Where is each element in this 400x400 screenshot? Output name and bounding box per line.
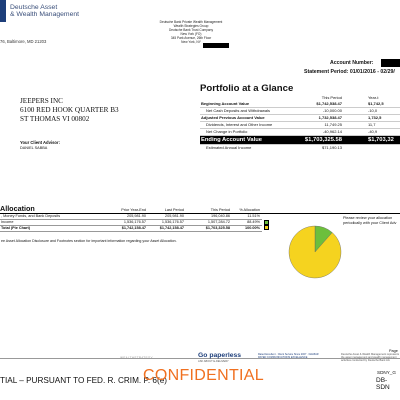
client-address-line-1: 6100 RED HOOK QUARTER B3 — [20, 106, 119, 115]
col-this-period: This Period — [196, 208, 230, 212]
allocation-last: 205,981.90 — [150, 214, 184, 219]
allocation-note: Please review your allocation periodical… — [343, 216, 400, 226]
go-paperless-sub: ASK ABOUT E-DELIVERY — [198, 360, 229, 363]
portfolio-row: Net Change in Portfolio -40,962.14 -40,9 — [200, 129, 400, 136]
logo: Deutsche Asset & Wealth Management — [10, 4, 79, 19]
client-name: JEEPERS INC — [20, 97, 119, 106]
estimated-value: $71,190.13 — [300, 145, 342, 151]
confidential-notice: TIAL – PURSUANT TO FED. R. CRIM. P. 6(e) — [0, 376, 167, 385]
row-value-this: -40,962.14 — [300, 129, 342, 135]
row-label: Net Change in Portfolio — [206, 129, 247, 135]
go-paperless-logo: Go paperless — [198, 352, 241, 359]
confidential-stamp: CONFIDENTIAL — [143, 367, 264, 385]
allocation-this: 1,507,284.72 — [196, 220, 230, 225]
row-value-year: $1,742,5 — [368, 101, 384, 107]
pie-slice-1 — [289, 226, 341, 278]
legend-swatch-income — [264, 225, 269, 230]
portfolio-row: Beginning Account Value $1,742,538.47 $1… — [200, 101, 400, 108]
client-address: JEEPERS INC 6100 RED HOOK QUARTER B3 ST … — [20, 97, 119, 123]
allocation-total-last: $1,742,158.47 — [150, 226, 184, 231]
row-label: Net Cash Deposits and Withdrawals — [206, 108, 270, 114]
bates-prefix-2: DB-SDN — [376, 377, 400, 391]
allocation-last: 1,536,176.57 — [150, 220, 184, 225]
advisor-name: DANIEL SABBA — [20, 146, 47, 150]
row-label: Adjusted Previous Account Value — [201, 115, 265, 121]
row-label: Dividends, Interest and Other Income — [206, 122, 272, 128]
account-number-label: Account Number: — [330, 60, 374, 66]
award-text: Rated Excellent · Client Service Since 2… — [258, 353, 323, 359]
allocation-pie-chart — [287, 224, 343, 280]
ending-label: Ending Account Value — [201, 136, 262, 144]
col-pct-allocation: % Allocation — [234, 208, 260, 212]
row-value-this: 1,732,538.47 — [300, 115, 342, 121]
row-value-this: 11,749.25 — [300, 122, 342, 128]
row-value-year: -40,9 — [368, 129, 377, 135]
row-value-this: -10,000.00 — [300, 108, 342, 114]
footer-disclaimer: Deutsche Asset & Wealth Management repre… — [341, 353, 400, 362]
estimated-income-row: Estimated Annual Income $71,190.13 — [200, 145, 400, 151]
allocation-rule — [0, 213, 400, 214]
logo-line-2: & Wealth Management — [10, 11, 79, 18]
row-label: Beginning Account Value — [201, 101, 249, 107]
allocation-total-row: Total (Pie Chart) $1,742,158.47 $1,742,1… — [0, 226, 262, 232]
portfolio-row: Adjusted Previous Account Value 1,732,53… — [200, 115, 400, 122]
allocation-table: Prior Year-End Last Period This Period %… — [0, 208, 262, 232]
allocation-pct: 11.51% — [234, 214, 260, 219]
col-prior-year-end: Prior Year-End — [112, 208, 146, 212]
allocation-pct: 88.49% — [234, 220, 260, 225]
portfolio-row: Net Cash Deposits and Withdrawals -10,00… — [200, 108, 400, 115]
row-value-year: 11,7 — [368, 122, 376, 128]
footer-gray-text: WEALTHSTRATEGY — [120, 356, 153, 360]
bank-address: 76, Baltimore, MD 21203 — [0, 39, 46, 44]
allocation-label: Income — [1, 220, 13, 225]
redaction-bar — [203, 43, 229, 48]
row-value-this: $1,742,538.47 — [300, 101, 342, 107]
row-value-year: 1,732,5 — [368, 115, 381, 121]
ending-value-this: $1,703,325.58 — [300, 136, 342, 144]
estimated-label: Estimated Annual Income — [206, 145, 251, 151]
client-address-line-2: ST THOMAS VI 00802 — [20, 115, 119, 124]
portfolio-title: Portfolio at a Glance — [200, 83, 293, 94]
advisor-label: Your Client Advisor: — [20, 140, 60, 145]
allocation-this: 196,040.86 — [196, 214, 230, 219]
allocation-prior: 1,536,176.57 — [112, 220, 146, 225]
statement-period: Statement Period: 01/01/2016 - 02/29/ — [304, 69, 395, 75]
ending-value-row: Ending Account Value $1,703,325.58 $1,70… — [200, 136, 400, 145]
allocation-label: , Money Funds, and Bank Deposits — [1, 214, 60, 219]
account-number-redaction — [381, 59, 400, 67]
allocation-total-this: $1,703,325.58 — [196, 226, 230, 231]
allocation-total-prior: $1,742,158.47 — [112, 226, 146, 231]
allocation-total-pct: 100.00% — [234, 226, 260, 231]
center-header: Deutsche Bank Private Wealth Management … — [156, 20, 226, 44]
portfolio-table: This Period Year-t Beginning Account Val… — [200, 95, 400, 151]
col-last-period: Last Period — [150, 208, 184, 212]
bates-prefix-1: SDNY_G — [377, 370, 396, 375]
allocation-total-label: Total (Pie Chart) — [1, 226, 30, 231]
ending-value-year: $1,703,32 — [368, 136, 394, 144]
allocation-footnote: ee Asset Allocation Disclosure and Footn… — [1, 239, 177, 243]
allocation-prior: 205,981.90 — [112, 214, 146, 219]
row-value-year: -10,0 — [368, 108, 377, 114]
logo-line-1: Deutsche Asset — [10, 4, 79, 11]
portfolio-row: Dividends, Interest and Other Income 11,… — [200, 122, 400, 129]
logo-mark — [0, 0, 6, 22]
